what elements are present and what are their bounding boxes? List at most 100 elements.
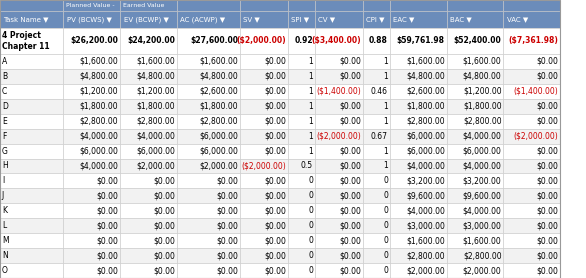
Bar [315, 69, 363, 84]
Bar [363, 11, 390, 28]
Bar [363, 99, 390, 114]
Bar [447, 158, 503, 173]
Text: $2,000.00: $2,000.00 [463, 266, 502, 275]
Bar [177, 84, 240, 99]
Bar [288, 263, 315, 278]
Bar [240, 28, 288, 54]
Bar [363, 0, 390, 11]
Text: $2,000.00: $2,000.00 [406, 266, 445, 275]
Text: $0.00: $0.00 [537, 102, 558, 111]
Text: 0.88: 0.88 [369, 36, 388, 46]
Bar [120, 84, 177, 99]
Text: Planned Value -: Planned Value - [66, 3, 115, 8]
Bar [177, 233, 240, 248]
Bar [63, 28, 120, 54]
Text: 1: 1 [383, 117, 388, 126]
Bar [315, 158, 363, 173]
Text: $2,000.00: $2,000.00 [137, 162, 175, 170]
Text: $0.00: $0.00 [216, 251, 238, 260]
Bar [288, 114, 315, 129]
Bar [120, 263, 177, 278]
Bar [177, 99, 240, 114]
Bar [503, 99, 560, 114]
Bar [390, 158, 447, 173]
Text: E: E [2, 117, 6, 126]
Bar [240, 69, 288, 84]
Text: AC (ACWP) ▼: AC (ACWP) ▼ [180, 16, 226, 23]
Text: $0.00: $0.00 [264, 132, 286, 141]
Text: $0.00: $0.00 [537, 57, 558, 66]
Bar [0, 218, 63, 233]
Bar [390, 233, 447, 248]
Bar [390, 129, 447, 144]
Text: $3,200.00: $3,200.00 [463, 177, 502, 185]
Bar [447, 11, 503, 28]
Text: ($3,400.00): ($3,400.00) [311, 36, 361, 46]
Text: $6,000.00: $6,000.00 [406, 147, 445, 156]
Text: $1,600.00: $1,600.00 [406, 236, 445, 245]
Text: B: B [2, 72, 7, 81]
Text: 1: 1 [383, 162, 388, 170]
Text: $0.00: $0.00 [216, 221, 238, 230]
Text: $52,400.00: $52,400.00 [454, 36, 502, 46]
Bar [447, 203, 503, 218]
Text: $0.00: $0.00 [339, 236, 361, 245]
Bar [447, 84, 503, 99]
Bar [240, 129, 288, 144]
Bar [240, 233, 288, 248]
Bar [0, 69, 63, 84]
Bar [120, 114, 177, 129]
Text: EV (BCWP) ▼: EV (BCWP) ▼ [124, 16, 169, 23]
Text: $0.00: $0.00 [216, 236, 238, 245]
Bar [390, 188, 447, 203]
Text: A: A [2, 57, 7, 66]
Text: ($1,400.00): ($1,400.00) [316, 87, 361, 96]
Bar [288, 188, 315, 203]
Bar [240, 11, 288, 28]
Bar [447, 99, 503, 114]
Bar [120, 188, 177, 203]
Text: 1: 1 [308, 87, 313, 96]
Bar [288, 99, 315, 114]
Bar [390, 84, 447, 99]
Text: $1,200.00: $1,200.00 [80, 87, 118, 96]
Text: ($2,000.00): ($2,000.00) [316, 132, 361, 141]
Bar [363, 233, 390, 248]
Text: $1,600.00: $1,600.00 [463, 236, 502, 245]
Bar [288, 144, 315, 158]
Text: $4,800.00: $4,800.00 [80, 72, 118, 81]
Text: $1,800.00: $1,800.00 [199, 102, 238, 111]
Text: 0.46: 0.46 [371, 87, 388, 96]
Bar [390, 54, 447, 69]
Text: 1: 1 [383, 102, 388, 111]
Text: H: H [2, 162, 8, 170]
Bar [288, 173, 315, 188]
Bar [63, 84, 120, 99]
Bar [177, 114, 240, 129]
Text: $0.00: $0.00 [537, 117, 558, 126]
Text: $0.00: $0.00 [264, 236, 286, 245]
Bar [0, 28, 63, 54]
Bar [503, 233, 560, 248]
Text: N: N [2, 251, 8, 260]
Bar [240, 263, 288, 278]
Bar [447, 233, 503, 248]
Text: $0.00: $0.00 [264, 117, 286, 126]
Text: $0.00: $0.00 [264, 206, 286, 215]
Bar [363, 218, 390, 233]
Text: 0: 0 [383, 221, 388, 230]
Bar [315, 248, 363, 263]
Text: $1,200.00: $1,200.00 [137, 87, 175, 96]
Text: ($1,400.00): ($1,400.00) [514, 87, 558, 96]
Bar [315, 263, 363, 278]
Bar [0, 233, 63, 248]
Text: 0.92: 0.92 [294, 36, 313, 46]
Text: $0.00: $0.00 [154, 251, 175, 260]
Bar [390, 99, 447, 114]
Text: $0.00: $0.00 [537, 236, 558, 245]
Bar [363, 129, 390, 144]
Bar [240, 114, 288, 129]
Bar [288, 28, 315, 54]
Text: 1: 1 [308, 102, 313, 111]
Bar [363, 248, 390, 263]
